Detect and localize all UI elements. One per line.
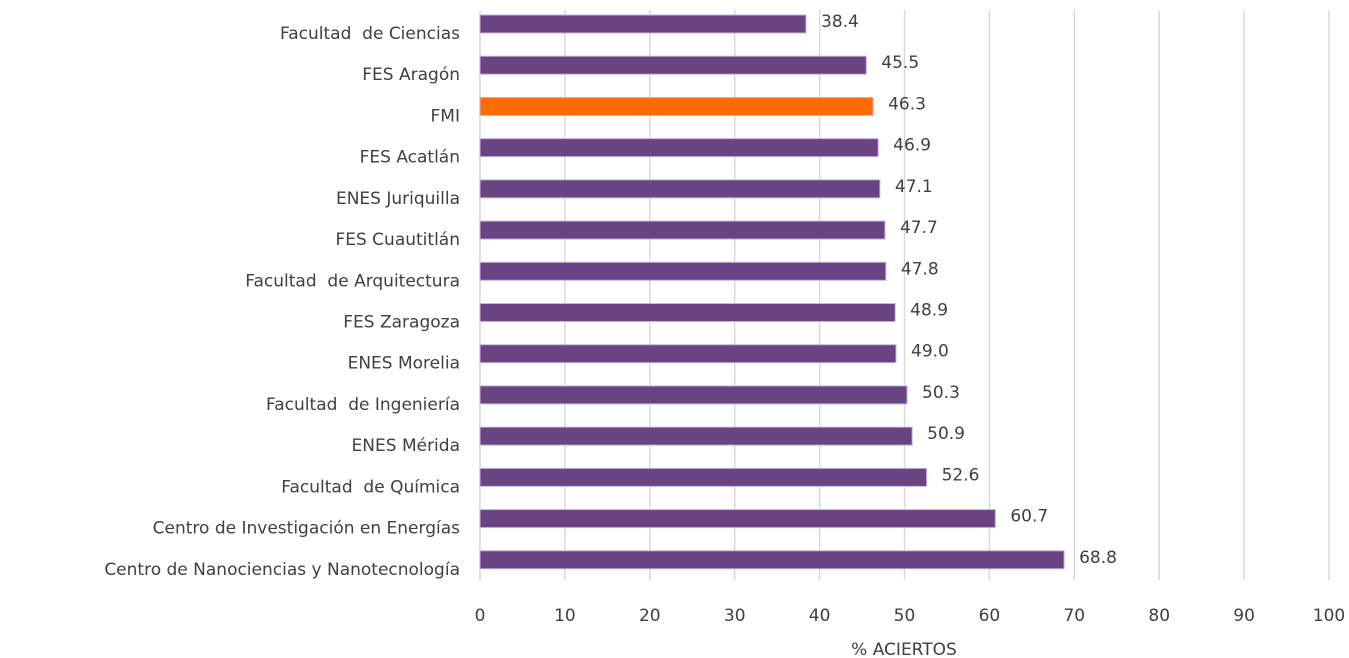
y-tick-label: Facultad de Química bbox=[281, 477, 460, 497]
data-label: 50.9 bbox=[927, 424, 965, 444]
y-tick-label: ENES Mérida bbox=[352, 436, 460, 456]
data-label: 50.3 bbox=[922, 383, 960, 403]
data-label: 46.9 bbox=[893, 136, 931, 156]
bar bbox=[479, 261, 887, 281]
bar bbox=[479, 96, 874, 116]
bar bbox=[479, 179, 881, 199]
x-tick-label: 30 bbox=[724, 606, 746, 626]
data-label: 49.0 bbox=[911, 342, 949, 362]
y-tick-label: Facultad de Ingeniería bbox=[266, 395, 460, 415]
y-tick-label: Facultad de Arquitectura bbox=[245, 271, 460, 291]
data-label: 48.9 bbox=[910, 301, 948, 321]
x-tick-label: 60 bbox=[979, 606, 1001, 626]
data-label: 68.8 bbox=[1079, 548, 1117, 568]
bar bbox=[479, 550, 1065, 570]
y-tick-label: FES Zaragoza bbox=[343, 313, 460, 333]
y-tick-label: ENES Morelia bbox=[348, 354, 460, 374]
data-label: 47.1 bbox=[895, 177, 933, 197]
x-axis-title: % ACIERTOS bbox=[851, 640, 957, 658]
x-tick-label: 100 bbox=[1313, 606, 1345, 626]
bar bbox=[479, 55, 867, 75]
x-tick-label: 0 bbox=[475, 606, 486, 626]
bar bbox=[479, 138, 879, 158]
y-tick-label: Centro de Nanociencias y Nanotecnología bbox=[104, 560, 460, 580]
data-label: 47.7 bbox=[900, 218, 938, 238]
y-tick-label: FMI bbox=[431, 106, 460, 126]
data-label: 38.4 bbox=[821, 12, 859, 32]
data-label: 47.8 bbox=[901, 259, 939, 279]
bar bbox=[479, 303, 896, 322]
y-tick-label: Centro de Investigación en Energías bbox=[153, 519, 460, 539]
y-tick-label: FES Acatlán bbox=[360, 148, 460, 168]
bar bbox=[479, 344, 897, 364]
data-label: 45.5 bbox=[881, 53, 919, 73]
bar bbox=[479, 385, 908, 405]
data-label: 60.7 bbox=[1010, 507, 1048, 527]
bar bbox=[479, 426, 913, 446]
bar bbox=[479, 467, 928, 487]
x-tick-label: 80 bbox=[1148, 606, 1170, 626]
x-tick-label: 20 bbox=[639, 606, 661, 626]
x-tick-label: 40 bbox=[809, 606, 831, 626]
y-tick-label: FES Aragón bbox=[362, 65, 460, 85]
x-tick-label: 70 bbox=[1063, 606, 1085, 626]
y-tick-label: Facultad de Ciencias bbox=[280, 24, 460, 44]
y-tick-label: FES Cuautitlán bbox=[335, 230, 460, 250]
x-tick-label: 10 bbox=[554, 606, 576, 626]
x-tick-label: 90 bbox=[1233, 606, 1255, 626]
bar bbox=[479, 509, 996, 529]
data-label: 46.3 bbox=[888, 94, 926, 114]
y-tick-label: ENES Juriquilla bbox=[336, 189, 460, 209]
data-label: 52.6 bbox=[942, 465, 980, 485]
bar bbox=[479, 14, 807, 34]
bar bbox=[479, 220, 886, 240]
x-tick-label: 50 bbox=[894, 606, 916, 626]
